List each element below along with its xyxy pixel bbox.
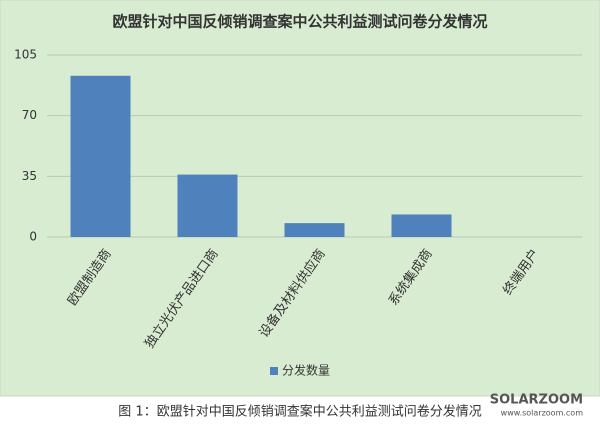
y-tick-label: 70 [22, 108, 37, 122]
bar [391, 214, 452, 237]
chart-title: 欧盟针对中国反倾销调查案中公共利益测试问卷分发情况 [112, 13, 487, 31]
bar [177, 174, 238, 237]
legend-label: 分发数量 [282, 363, 330, 378]
y-tick-label: 35 [22, 169, 37, 183]
bar [70, 75, 131, 237]
caption: 图 1：欧盟针对中国反倾销调查案中公共利益测试问卷分发情况 [118, 404, 481, 420]
y-tick-label: 0 [29, 230, 37, 244]
legend-swatch [270, 367, 278, 375]
bar [284, 223, 345, 237]
y-tick-label: 105 [14, 48, 37, 62]
watermark-brand: SOLARZOOM [490, 393, 583, 408]
watermark-url: www.solarzoom.com [501, 409, 584, 418]
